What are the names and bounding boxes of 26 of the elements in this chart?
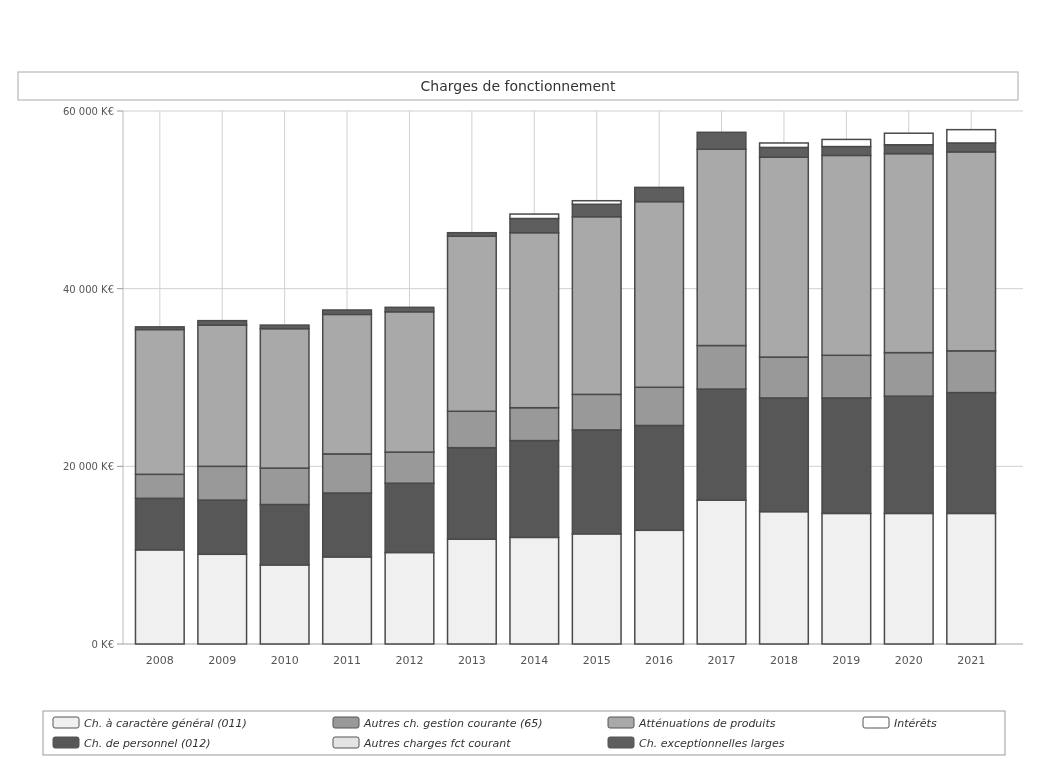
x-tick-label: 2008 (145, 654, 174, 667)
x-tick-label: 2014 (520, 654, 549, 667)
legend-label: Intérêts (894, 717, 937, 730)
y-tick-label: 40 000 K€ (62, 283, 114, 295)
legend-label: Atténuations de produits (638, 717, 776, 730)
legend-label: Ch. exceptionnelles larges (639, 737, 785, 750)
chart-title: Charges de fonctionnement (420, 78, 616, 94)
x-tick-label: 2019 (832, 654, 861, 667)
x-tick-label: 2010 (270, 654, 299, 667)
legend-label: Ch. à caractère général (011) (84, 717, 247, 730)
x-tick-label: 2012 (395, 654, 424, 667)
x-tick-label: 2016 (645, 654, 674, 667)
x-tick-label: 2020 (894, 654, 923, 667)
x-tick-label: 2009 (208, 654, 237, 667)
x-tick-label: 2021 (957, 654, 986, 667)
x-tick-label: 2018 (769, 654, 798, 667)
x-tick-label: 2015 (582, 654, 611, 667)
legend-label: Autres ch. gestion courante (65) (363, 717, 543, 730)
y-tick-label: 20 000 K€ (62, 461, 114, 473)
legend-label: Autres charges fct courant (363, 737, 512, 750)
x-tick-label: 2017 (707, 654, 736, 667)
x-tick-label: 2011 (333, 654, 362, 667)
x-tick-label: 2013 (457, 654, 486, 667)
y-tick-label: 60 000 K€ (62, 106, 114, 117)
y-tick-label: 0 K€ (91, 639, 114, 650)
legend-label: Ch. de personnel (012) (84, 737, 211, 750)
